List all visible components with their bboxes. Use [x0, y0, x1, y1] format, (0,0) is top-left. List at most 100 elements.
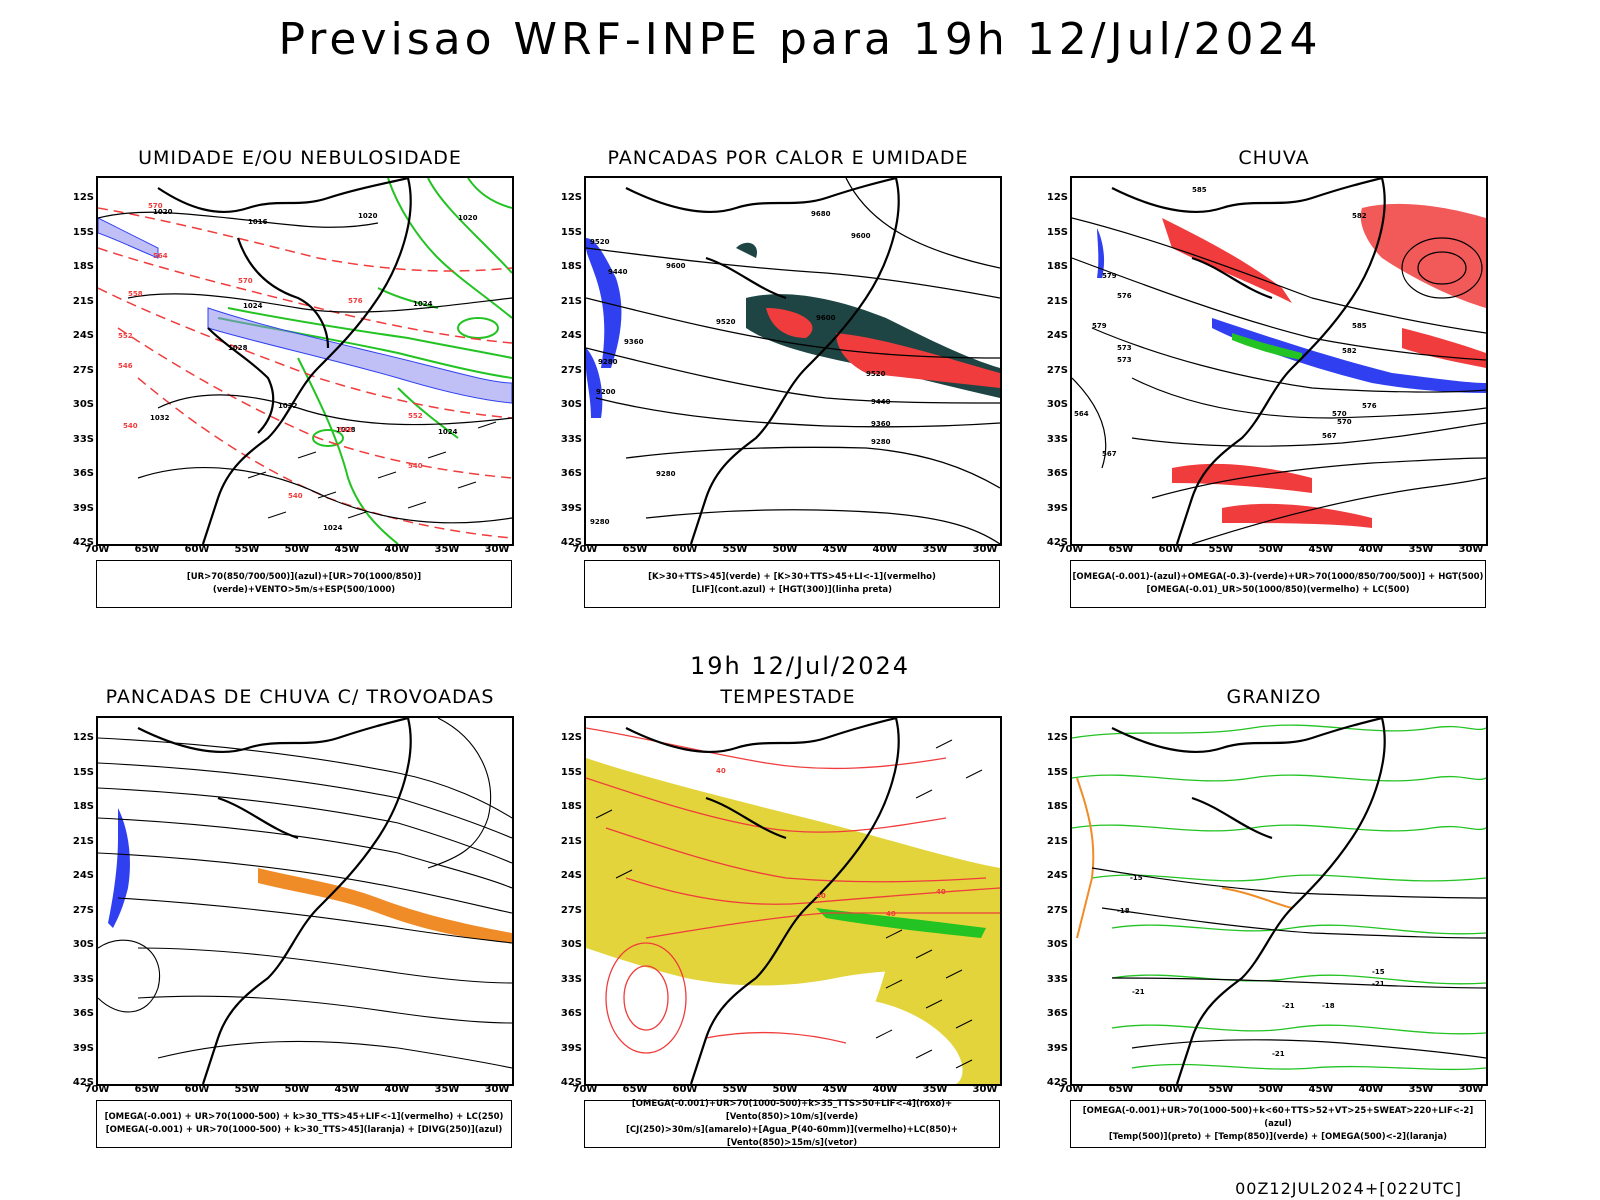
- lat-tick-label: 33S: [1046, 973, 1068, 985]
- coastline: [1111, 178, 1386, 544]
- lat-tick-label: 27S: [1046, 904, 1068, 916]
- legend-pancadas-calor: [K>30+TTS>45](verde) + [K>30+TTS>45+LI<-…: [584, 560, 1000, 608]
- map-chuva[interactable]: 585 582 579 576 573 570 567 564 567 570 …: [1070, 176, 1488, 546]
- lon-tick-label: 45W: [822, 544, 848, 555]
- legend-line: [LIF](cont.azul) + [HGT(300)](linha pret…: [691, 585, 893, 595]
- contour-label: 1028: [336, 426, 356, 434]
- map-trovoadas[interactable]: [96, 716, 514, 1086]
- lat-tick-label: 30S: [1046, 939, 1068, 950]
- contour-label: 1016: [248, 218, 268, 226]
- map-granizo[interactable]: -15 -18 -21 -21 -21 -15 -21 -18: [1070, 716, 1488, 1086]
- lat-tick-label: 21S: [1046, 835, 1068, 847]
- main-title: Previsao WRF-INPE para 19h 12/Jul/2024: [278, 14, 1322, 65]
- lon-tick-label: 40W: [384, 1084, 410, 1095]
- legend-tempestade: [OMEGA(-0.001)+UR>70(1000-500)+k>35_TTS>…: [584, 1099, 1000, 1148]
- lon-tick-label: 40W: [872, 544, 898, 555]
- lat-tick-label: 15S: [72, 766, 94, 778]
- lat-tick-label: 42S: [1046, 1077, 1068, 1088]
- lon-tick-label: 50W: [284, 544, 310, 555]
- contour-label: 552: [408, 412, 423, 420]
- lon-tick-label: 55W: [722, 544, 748, 555]
- lon-tick-label: 30W: [972, 544, 998, 555]
- contour-label: 9280: [656, 470, 676, 478]
- lon-tick-label: 35W: [1408, 544, 1434, 555]
- lon-tick-label: 35W: [434, 544, 460, 555]
- lat-tick-label: 24S: [560, 870, 582, 881]
- lat-tick-label: 27S: [560, 904, 582, 916]
- row2-title: 19h 12/Jul/2024: [689, 652, 911, 680]
- lon-tick-label: 30W: [1458, 1084, 1484, 1095]
- lat-tick-label: 36S: [560, 1008, 582, 1019]
- lat-tick-label: 12S: [72, 192, 94, 203]
- contour-label: -21: [1282, 1002, 1295, 1010]
- lon-tick-label: 30W: [484, 1084, 510, 1095]
- contour-label: 9520: [716, 318, 736, 326]
- contour-label: 570: [238, 277, 253, 285]
- lon-tick-label: 60W: [1158, 544, 1184, 555]
- contour-label: 1028: [228, 344, 248, 352]
- lat-tick-label: 42S: [560, 1077, 582, 1088]
- legend-chuva: [OMEGA(-0.001)-(azul)+OMEGA(-0.3)-(verde…: [1070, 560, 1486, 608]
- lat-tick-label: 36S: [560, 468, 582, 479]
- lon-tick-label: 35W: [1408, 1084, 1434, 1095]
- contour-label: 558: [128, 290, 143, 298]
- wind-vectors: [247, 421, 497, 519]
- lat-tick-label: 36S: [1046, 468, 1068, 479]
- contour-label: -18: [1322, 1002, 1335, 1010]
- lon-tick-label: 65W: [622, 1084, 648, 1095]
- map-pancadas-calor[interactable]: 9520 9440 9360 9280 9200 9600 9680 9600 …: [584, 176, 1002, 546]
- contour-label: 570: [1332, 410, 1347, 418]
- lon-tick-label: 45W: [334, 544, 360, 555]
- legend-line: [OMEGA(-0.001)+UR>70(1000-500)+k<60+TTS>…: [1082, 1105, 1474, 1129]
- wind-vectors-15: [595, 739, 983, 1069]
- contour-label: 552: [118, 332, 133, 340]
- lat-tick-label: 33S: [560, 433, 582, 445]
- contour-label: 40: [716, 767, 726, 775]
- lon-tick-label: 65W: [622, 544, 648, 555]
- lat-tick-label: 21S: [560, 835, 582, 847]
- black-temp500-contours: [1091, 867, 1486, 1059]
- contour-label: 579: [1092, 322, 1107, 330]
- lat-tick-label: 15S: [1046, 766, 1068, 778]
- lon-tick-label: 70W: [1058, 1084, 1084, 1095]
- hgt500-contours: [1072, 217, 1486, 544]
- legend-line: [OMEGA(-0.001) + UR>70(1000-500) + k>30_…: [104, 1112, 504, 1122]
- legend-umidade: [UR>70(850/700/500)](azul)+[UR>70(1000/8…: [96, 560, 512, 608]
- lat-tick-label: 27S: [72, 904, 94, 916]
- contour-label: 9520: [590, 238, 610, 246]
- panel-title-granizo: GRANIZO: [1226, 686, 1322, 708]
- contour-label: 564: [1074, 410, 1089, 418]
- lon-tick-label: 45W: [1308, 544, 1334, 555]
- contour-label: 1020: [153, 208, 173, 216]
- lon-tick-label: 60W: [672, 1084, 698, 1095]
- contour-label: 9360: [871, 420, 891, 428]
- lon-tick-label: 40W: [384, 544, 410, 555]
- coastline: [625, 718, 900, 1084]
- lon-tick-label: 50W: [1258, 544, 1284, 555]
- contour-label: 540: [123, 422, 138, 430]
- lon-tick-label: 70W: [572, 1084, 598, 1095]
- map-umidade[interactable]: 1020 1016 1020 1020 1024 1024 1028 1032 …: [96, 176, 514, 546]
- lon-tick-label: 55W: [234, 544, 260, 555]
- contour-label: 9600: [851, 232, 871, 240]
- black-isobars: [98, 211, 512, 524]
- lon-tick-label: 50W: [772, 1084, 798, 1095]
- panel-title-umidade: UMIDADE E/OU NEBULOSIDADE: [138, 147, 462, 169]
- red-area: [766, 308, 1000, 388]
- contour-label: 576: [1362, 402, 1377, 410]
- contour-label: 1020: [458, 214, 478, 222]
- streamlines: [98, 718, 512, 1069]
- lon-tick-label: 35W: [922, 544, 948, 555]
- lat-tick-label: 12S: [1046, 192, 1068, 203]
- map-tempestade[interactable]: 40 40 40 40: [584, 716, 1002, 1086]
- blue-green-omega-area: [1097, 228, 1486, 393]
- contour-label: 1032: [150, 414, 170, 422]
- lon-tick-label: 35W: [922, 1084, 948, 1095]
- contour-label: 1024: [413, 300, 433, 308]
- lat-tick-label: 30S: [560, 939, 582, 950]
- contour-label: 567: [1322, 432, 1337, 440]
- lat-tick-label: 18S: [560, 801, 582, 812]
- lat-tick-label: 36S: [72, 468, 94, 479]
- lon-tick-label: 65W: [134, 544, 160, 555]
- contour-label: 9440: [871, 398, 891, 406]
